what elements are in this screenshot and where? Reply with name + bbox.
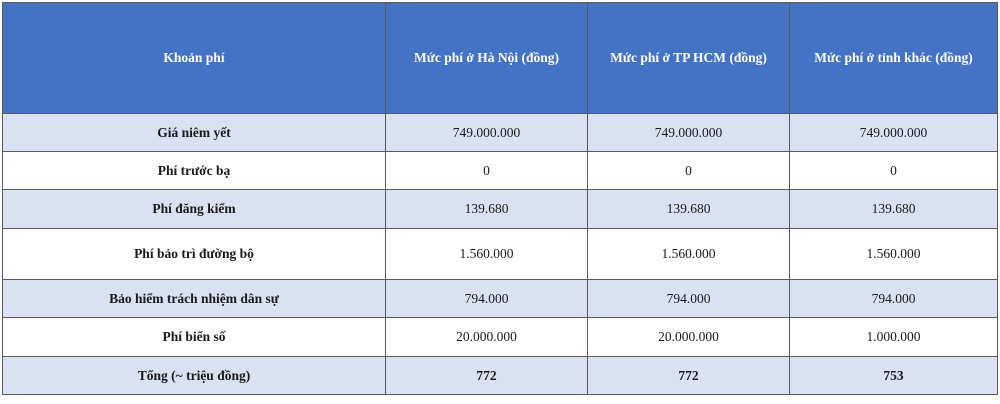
table-row: Phí biển số 20.000.000 20.000.000 1.000.… (2, 317, 998, 357)
row-label: Giá niêm yết (2, 113, 386, 152)
row-label: Phí đăng kiểm (2, 189, 386, 229)
cell-hanoi: 794.000 (385, 279, 588, 318)
cell-other: 1.000.000 (789, 317, 998, 357)
cell-hanoi: 139.680 (385, 189, 588, 229)
table-row: Phí bảo trì đường bộ 1.560.000 1.560.000… (2, 228, 998, 280)
cell-hanoi: 0 (385, 151, 588, 190)
cell-other: 1.560.000 (789, 228, 998, 280)
cell-other: 139.680 (789, 189, 998, 229)
cell-other: 0 (789, 151, 998, 190)
row-label: Phí biển số (2, 317, 386, 357)
table-row: Phí đăng kiểm 139.680 139.680 139.680 (2, 189, 998, 229)
cell-other: 753 (789, 356, 998, 395)
cell-hanoi: 772 (385, 356, 588, 395)
cell-other: 794.000 (789, 279, 998, 318)
header-other-provinces: Mức phí ở tỉnh khác (đồng) (789, 2, 998, 114)
row-label: Phí bảo trì đường bộ (2, 228, 386, 280)
cell-other: 749.000.000 (789, 113, 998, 152)
header-hanoi: Mức phí ở Hà Nội (đồng) (385, 2, 588, 114)
fee-comparison-table: Khoản phí Mức phí ở Hà Nội (đồng) Mức ph… (2, 2, 998, 395)
fee-table-container: Khoản phí Mức phí ở Hà Nội (đồng) Mức ph… (2, 2, 998, 395)
table-row: Bảo hiểm trách nhiệm dân sự 794.000 794.… (2, 279, 998, 318)
row-label: Phí trước bạ (2, 151, 386, 190)
cell-hcm: 1.560.000 (587, 228, 790, 280)
cell-hanoi: 749.000.000 (385, 113, 588, 152)
row-label: Tổng (~ triệu đồng) (2, 356, 386, 395)
table-row-total: Tổng (~ triệu đồng) 772 772 753 (2, 356, 998, 395)
cell-hcm: 749.000.000 (587, 113, 790, 152)
table-row: Giá niêm yết 749.000.000 749.000.000 749… (2, 113, 998, 152)
cell-hanoi: 20.000.000 (385, 317, 588, 357)
cell-hcm: 0 (587, 151, 790, 190)
header-fee-type: Khoản phí (2, 2, 386, 114)
table-header-row: Khoản phí Mức phí ở Hà Nội (đồng) Mức ph… (2, 2, 998, 114)
cell-hanoi: 1.560.000 (385, 228, 588, 280)
cell-hcm: 20.000.000 (587, 317, 790, 357)
cell-hcm: 794.000 (587, 279, 790, 318)
table-row: Phí trước bạ 0 0 0 (2, 151, 998, 190)
cell-hcm: 772 (587, 356, 790, 395)
cell-hcm: 139.680 (587, 189, 790, 229)
row-label: Bảo hiểm trách nhiệm dân sự (2, 279, 386, 318)
header-hcm: Mức phí ở TP HCM (đồng) (587, 2, 790, 114)
